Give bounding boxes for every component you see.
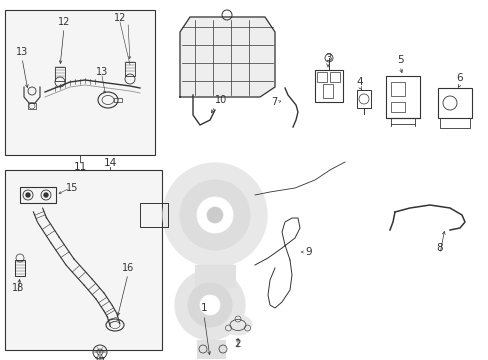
Polygon shape bbox=[180, 17, 274, 97]
Text: 12: 12 bbox=[114, 13, 126, 23]
Text: 10: 10 bbox=[215, 95, 227, 105]
Bar bbox=[385, 76, 419, 118]
Text: 7: 7 bbox=[270, 97, 277, 107]
Text: 6: 6 bbox=[456, 73, 462, 83]
Bar bbox=[439, 118, 469, 128]
Circle shape bbox=[206, 207, 223, 223]
Bar bbox=[316, 72, 326, 82]
Bar bbox=[195, 265, 235, 287]
Circle shape bbox=[200, 295, 220, 315]
Text: 13: 13 bbox=[16, 47, 28, 57]
Bar bbox=[197, 340, 224, 358]
Text: 11: 11 bbox=[73, 162, 86, 172]
Bar bbox=[140, 203, 168, 227]
Bar bbox=[390, 102, 404, 112]
Bar bbox=[55, 67, 65, 81]
Ellipse shape bbox=[224, 315, 251, 335]
Circle shape bbox=[187, 283, 231, 327]
Circle shape bbox=[44, 193, 48, 197]
Circle shape bbox=[180, 180, 249, 250]
Text: 9: 9 bbox=[305, 247, 311, 257]
Text: 8: 8 bbox=[436, 243, 443, 253]
Text: 3: 3 bbox=[324, 53, 331, 63]
Text: 12: 12 bbox=[58, 17, 70, 27]
Bar bbox=[15, 260, 25, 276]
Circle shape bbox=[163, 163, 266, 267]
Bar bbox=[5, 10, 155, 155]
Circle shape bbox=[26, 193, 30, 197]
Bar bbox=[356, 90, 370, 108]
Bar bbox=[5, 170, 162, 350]
Text: 16: 16 bbox=[122, 263, 134, 273]
Bar bbox=[437, 88, 471, 118]
Text: 14: 14 bbox=[103, 158, 116, 168]
Text: 5: 5 bbox=[396, 55, 403, 65]
Bar bbox=[329, 72, 339, 82]
Bar bbox=[125, 62, 135, 76]
Circle shape bbox=[175, 270, 244, 340]
Bar bbox=[390, 82, 404, 96]
Bar bbox=[114, 98, 122, 102]
Text: 18: 18 bbox=[12, 283, 24, 293]
Text: 4: 4 bbox=[356, 77, 363, 87]
Bar bbox=[20, 187, 56, 203]
Bar bbox=[314, 70, 342, 102]
Circle shape bbox=[197, 197, 232, 233]
Bar bbox=[323, 84, 332, 98]
Text: 13: 13 bbox=[96, 67, 108, 77]
Text: 15: 15 bbox=[66, 183, 78, 193]
Text: 1: 1 bbox=[200, 303, 207, 313]
Bar bbox=[28, 103, 36, 109]
Text: 2: 2 bbox=[234, 339, 241, 349]
Text: 17: 17 bbox=[94, 357, 106, 360]
